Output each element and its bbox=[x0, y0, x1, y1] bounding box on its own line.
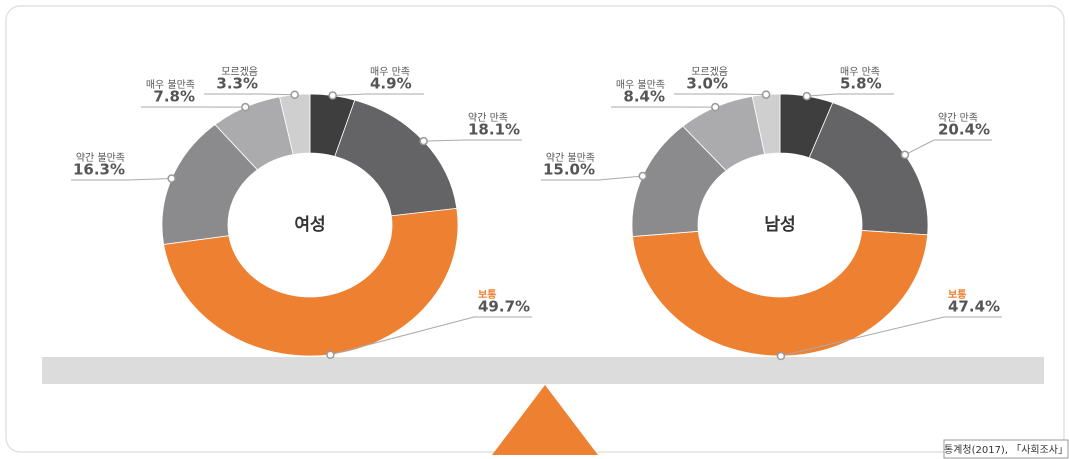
category-label: 모르겠음 bbox=[221, 66, 258, 78]
leader-line bbox=[423, 139, 465, 142]
category-label: 약간 만족 bbox=[468, 112, 508, 124]
leader-dot bbox=[167, 174, 176, 183]
category-label: 약간 불만족 bbox=[546, 152, 595, 164]
leader-dot bbox=[328, 91, 337, 100]
category-label: 매우 만족 bbox=[840, 66, 880, 78]
leader-dot bbox=[638, 171, 647, 181]
leader-line bbox=[330, 316, 475, 356]
leader-dot bbox=[419, 136, 428, 146]
leader-line bbox=[598, 175, 643, 181]
donut-segment bbox=[751, 93, 781, 155]
leader-dot bbox=[776, 351, 786, 361]
value-label: 18.1% bbox=[468, 121, 520, 139]
balance-pivot bbox=[492, 385, 598, 455]
leader-dot bbox=[802, 91, 812, 101]
category-label: 약간 불만족 bbox=[76, 152, 125, 164]
value-label: 5.8% bbox=[840, 75, 882, 93]
category-label: 약간 만족 bbox=[938, 112, 978, 124]
value-label: 4.9% bbox=[370, 75, 412, 93]
leader-dot bbox=[711, 102, 720, 112]
value-label: 47.4% bbox=[948, 298, 1000, 316]
category-label: 매우 불만족 bbox=[146, 79, 195, 91]
leader-line bbox=[780, 316, 945, 357]
leader-dot bbox=[761, 90, 771, 99]
value-label: 20.4% bbox=[938, 121, 990, 139]
leader-line bbox=[128, 178, 172, 181]
value-label: 7.8% bbox=[153, 88, 195, 106]
balance-beam bbox=[42, 357, 1044, 384]
leader-line bbox=[904, 139, 935, 156]
value-label: 15.0% bbox=[543, 161, 595, 179]
value-label: 3.0% bbox=[686, 75, 728, 93]
donut-segment bbox=[632, 229, 929, 357]
donut-segment bbox=[808, 102, 929, 236]
value-label: 8.4% bbox=[623, 88, 665, 106]
category-label: 매우 불만족 bbox=[616, 79, 665, 91]
leader-line bbox=[731, 93, 767, 96]
value-label: 3.3% bbox=[216, 75, 258, 93]
donut-segment bbox=[279, 93, 311, 156]
leader-line bbox=[806, 93, 837, 97]
category-label: 모르겠음 bbox=[691, 66, 728, 78]
donut-segment bbox=[163, 207, 459, 357]
leader-dot bbox=[900, 150, 910, 160]
leader-dot bbox=[290, 90, 299, 99]
source: 통계청(2017), 「사회조사」 bbox=[944, 444, 1068, 456]
category-label: 매우 만족 bbox=[370, 66, 410, 78]
source-box bbox=[943, 439, 1069, 459]
leader-line bbox=[261, 93, 295, 96]
center-label: 여성 bbox=[294, 215, 325, 235]
value-label: 16.3% bbox=[73, 161, 125, 179]
leader-dot bbox=[241, 102, 250, 112]
leader-line bbox=[332, 93, 367, 97]
value-label: 49.7% bbox=[478, 298, 530, 316]
category-label: 보통 bbox=[948, 289, 966, 301]
leader-dot bbox=[326, 350, 335, 360]
category-label: 보통 bbox=[478, 289, 496, 301]
center-label: 남성 bbox=[764, 215, 795, 235]
